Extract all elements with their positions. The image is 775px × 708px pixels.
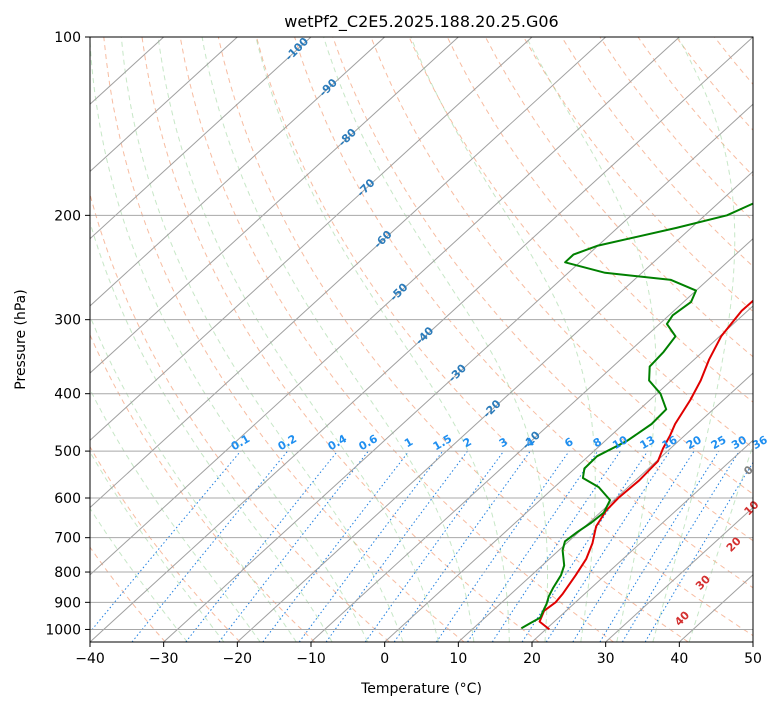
- y-tick-label: 600: [54, 491, 81, 507]
- isotherm: [90, 37, 238, 173]
- mixing-ratio-line: [621, 450, 740, 642]
- y-tick-label: 300: [54, 313, 81, 329]
- dry-adiabat: [90, 333, 316, 642]
- mixing-ratio-line: [467, 450, 599, 642]
- mixing-ratio-line: [131, 450, 288, 642]
- isotherm: [90, 37, 533, 442]
- dry-adiabat: [370, 37, 753, 495]
- dry-adiabat: [90, 546, 166, 642]
- temperature-line: [538, 299, 753, 631]
- isotherm: [310, 237, 753, 642]
- x-tick-label: 30: [597, 651, 615, 667]
- mixing-ratio-line: [185, 450, 338, 642]
- isotherm: [163, 103, 753, 642]
- isotherm: [90, 37, 312, 240]
- x-tick-label: −10: [296, 651, 326, 667]
- dry-adiabat: [256, 37, 753, 637]
- y-tick-label: 700: [54, 531, 81, 547]
- y-axis: 100 200 300 400 500 600 700 800 900 1000: [45, 30, 90, 638]
- mixing-ratio-line: [262, 450, 410, 642]
- y-tick-label: 900: [54, 595, 81, 611]
- dry-adiabat: [446, 37, 753, 403]
- moist-adiabat: [120, 37, 404, 642]
- moist-adiabat: [90, 388, 261, 642]
- dry-adiabat: [103, 37, 465, 642]
- x-tick-label: 50: [744, 651, 762, 667]
- moist-adiabat: [90, 220, 333, 642]
- series-group: [520, 202, 753, 631]
- isotherm: [90, 37, 386, 307]
- dry-adiabat: [408, 37, 753, 449]
- mixing-ratio-line: [491, 450, 621, 642]
- isotherm: [236, 170, 753, 642]
- mixing-ratio-line: [90, 450, 242, 633]
- x-axis-label: Temperature (°C): [360, 681, 482, 697]
- background-lines: [90, 37, 753, 642]
- dry-adiabat: [141, 37, 540, 642]
- moist-adiabat: [688, 443, 753, 642]
- x-tick-label: −20: [223, 651, 253, 667]
- isotherm: [457, 372, 753, 642]
- mixing-ratio-line: [298, 450, 444, 642]
- x-axis: −40 −30 −20 −10 0 10 20 30 40 50: [75, 642, 762, 667]
- x-tick-label: −30: [149, 651, 179, 667]
- mixing-ratio-line: [325, 450, 468, 642]
- moist-adiabat: [90, 314, 297, 642]
- x-tick-label: 0: [380, 651, 389, 667]
- moist-adiabat: [90, 37, 369, 642]
- dewpoint-line: [520, 202, 753, 630]
- mixing-ratio-line: [521, 450, 649, 642]
- isotherm: [605, 506, 753, 642]
- moist-adiabat: [157, 37, 439, 642]
- moist-adiabat: [323, 37, 548, 642]
- isotherm: [90, 37, 753, 642]
- moist-adiabat: [652, 37, 736, 642]
- isotherm: [90, 37, 607, 509]
- x-tick-label: −40: [75, 651, 105, 667]
- y-axis-label: Pressure (hPa): [13, 289, 29, 389]
- y-tick-label: 100: [54, 30, 81, 46]
- y-tick-label: 400: [54, 387, 81, 403]
- x-tick-label: 20: [523, 651, 541, 667]
- moist-adiabat: [410, 37, 596, 642]
- y-tick-label: 200: [54, 208, 81, 224]
- mixing-ratio-line: [435, 450, 570, 642]
- isotherm: [384, 305, 753, 642]
- mixing-ratio-line: [572, 450, 695, 642]
- isotherm: [531, 439, 753, 642]
- plot-frame: [89, 36, 754, 643]
- x-tick-label: 40: [670, 651, 688, 667]
- y-tick-label: 500: [54, 444, 81, 460]
- moist-adiabat: [255, 37, 510, 642]
- isotherm: [90, 37, 459, 374]
- moist-adiabat: [90, 450, 225, 642]
- chart-title: wetPf2_C2E5.2025.188.20.25.G06: [284, 12, 558, 32]
- y-tick-label: 800: [54, 565, 81, 581]
- dry-adiabat: [217, 37, 689, 642]
- mixing-ratio-line: [364, 450, 505, 642]
- y-tick-label: 1000: [45, 622, 81, 638]
- x-tick-label: 10: [449, 651, 467, 667]
- isotherm: [90, 37, 680, 576]
- mixing-ratio-line: [545, 450, 671, 642]
- dry-adiabat: [90, 445, 241, 642]
- moist-adiabat: [201, 37, 475, 642]
